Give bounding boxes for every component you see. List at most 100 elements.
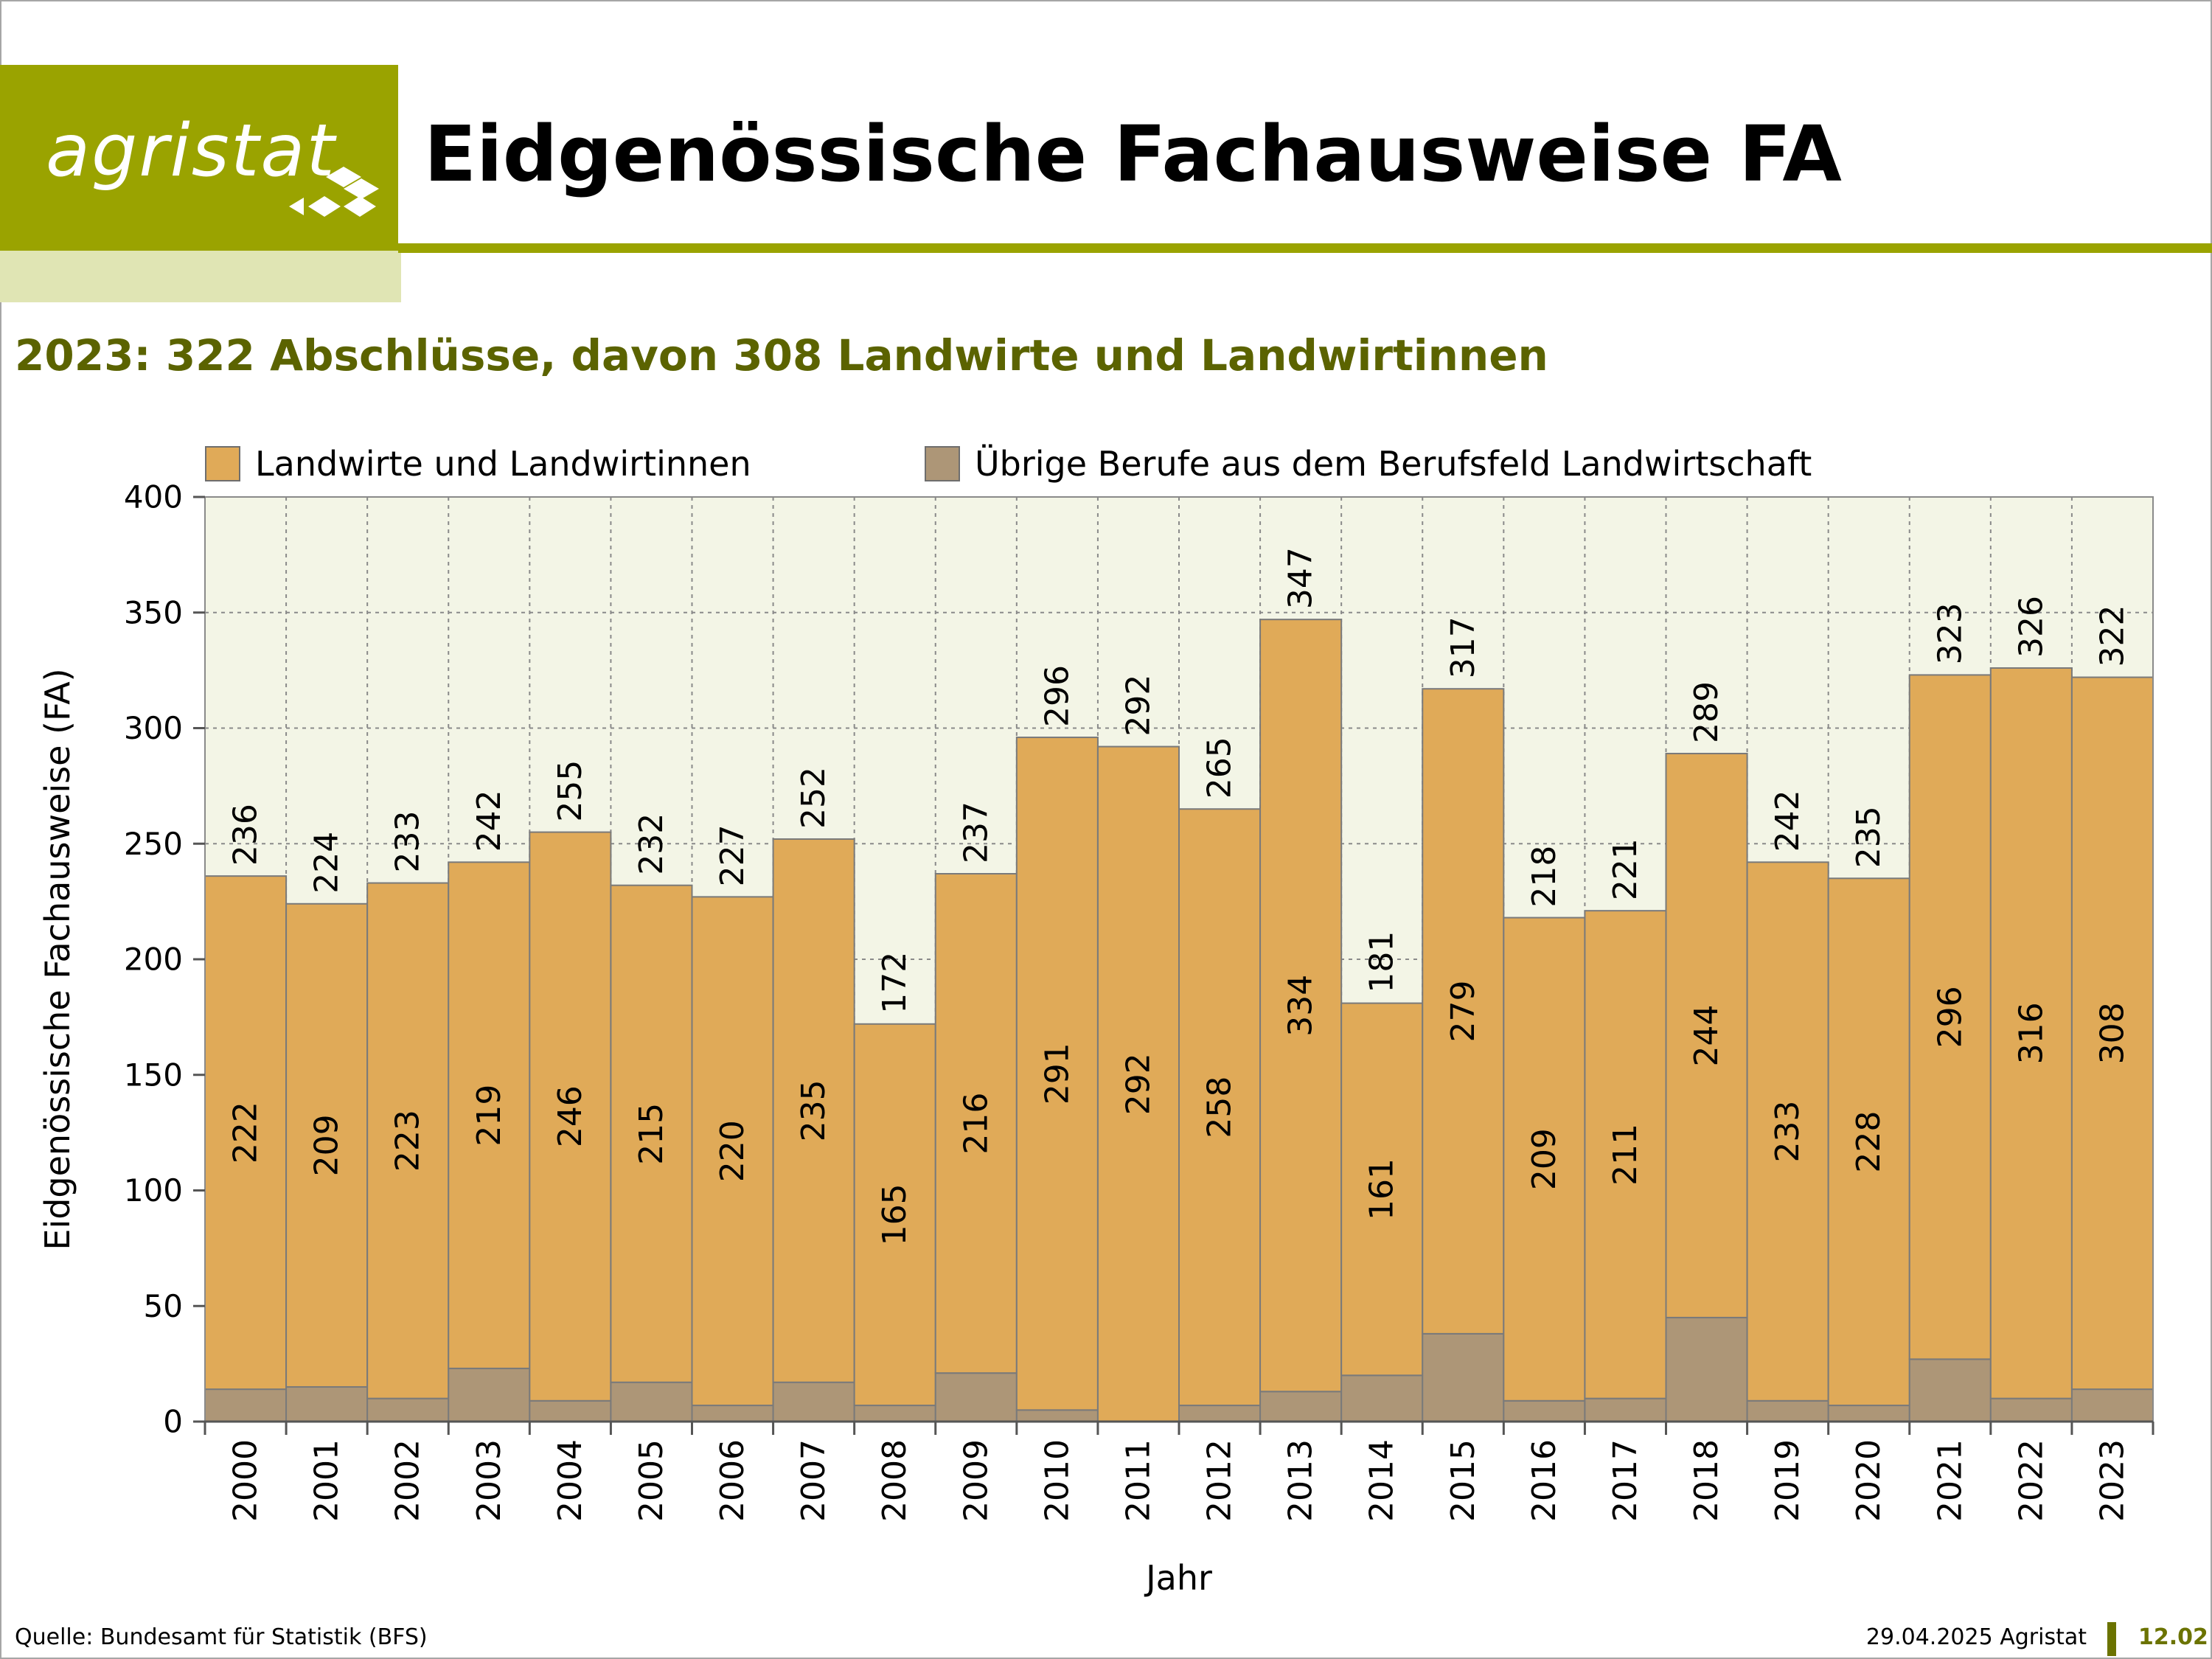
bar-uebrige-2008 [853, 1405, 936, 1423]
bar-landwirte-2007 [772, 838, 855, 1383]
data-label-total: 172 [876, 952, 914, 1014]
data-label-landwirte: 220 [714, 1120, 751, 1182]
bar-landwirte-2020 [1827, 877, 1910, 1407]
bar-uebrige-2022 [1989, 1397, 2073, 1423]
bar-landwirte-2019 [1746, 861, 1829, 1402]
data-label-landwirte: 292 [1119, 1053, 1157, 1115]
x-tick-label: 2019 [1769, 1439, 1806, 1522]
data-label-landwirte: 219 [470, 1085, 508, 1147]
data-label-landwirte: 209 [308, 1114, 346, 1176]
y-tick-label: 200 [124, 942, 183, 978]
y-tick-label: 50 [144, 1288, 183, 1324]
data-label-landwirte: 308 [2093, 1002, 2131, 1064]
bar-landwirte-2008 [853, 1023, 936, 1407]
data-label-landwirte: 223 [389, 1110, 427, 1172]
x-tick-label: 2020 [1850, 1439, 1888, 1522]
data-label-total: 323 [1931, 602, 1969, 664]
data-label-total: 221 [1607, 838, 1644, 900]
y-axis-title: Eidgenössische Fachausweise (FA) [38, 668, 77, 1250]
bar-uebrige-2003 [448, 1367, 531, 1423]
data-label-total: 232 [633, 813, 670, 875]
bar-uebrige-2016 [1503, 1399, 1586, 1423]
data-label-landwirte: 228 [1850, 1111, 1888, 1173]
data-label-total: 292 [1119, 675, 1157, 737]
x-tick-label: 2008 [876, 1439, 914, 1522]
data-label-total: 224 [308, 832, 346, 894]
data-label-landwirte: 246 [552, 1085, 589, 1147]
data-label-total: 233 [389, 811, 427, 873]
x-tick-label: 2015 [1444, 1439, 1482, 1522]
bar-uebrige-2023 [2070, 1388, 2154, 1422]
data-label-landwirte: 258 [1201, 1077, 1239, 1138]
x-axis-title: Jahr [1144, 1558, 1212, 1598]
bar-landwirte-2012 [1178, 808, 1262, 1407]
legend-uebrige-label: Übrige Berufe aus dem Berufsfeld Landwir… [975, 444, 1812, 484]
bar-uebrige-2009 [934, 1372, 1018, 1423]
data-label-landwirte: 296 [1931, 986, 1969, 1048]
bar-landwirte-2002 [366, 882, 450, 1399]
bar-landwirte-2015 [1422, 688, 1505, 1335]
bar-uebrige-2006 [691, 1405, 774, 1423]
bar-uebrige-2000 [204, 1388, 288, 1422]
bar-landwirte-2009 [934, 873, 1018, 1374]
data-label-total: 181 [1363, 931, 1401, 993]
bar-uebrige-2013 [1259, 1391, 1343, 1422]
page-title: Eidgenössische Fachausweise FA [424, 109, 1842, 199]
data-label-landwirte: 216 [957, 1093, 995, 1155]
x-tick-label: 2010 [1038, 1439, 1076, 1522]
data-label-total: 296 [1038, 665, 1076, 727]
bar-uebrige-2021 [1908, 1358, 1992, 1422]
x-tick-label: 2022 [2012, 1439, 2050, 1522]
x-tick-label: 2016 [1526, 1439, 1563, 1522]
data-label-landwirte: 233 [1769, 1101, 1806, 1163]
data-label-landwirte: 165 [876, 1183, 914, 1245]
page-number-bar [2107, 1622, 2116, 1656]
bar-uebrige-2005 [610, 1381, 693, 1422]
data-label-total: 236 [227, 804, 265, 866]
stacked-bar-chart: 2222362000209224200122323320022192422003… [38, 479, 2154, 1598]
data-label-total: 289 [1688, 681, 1725, 743]
bar-uebrige-2014 [1340, 1374, 1424, 1423]
x-tick-label: 2000 [227, 1439, 265, 1522]
bar-landwirte-2021 [1908, 674, 1992, 1360]
bar-uebrige-2012 [1178, 1405, 1262, 1423]
legend-uebrige-swatch [925, 446, 960, 481]
x-tick-label: 2003 [470, 1439, 508, 1522]
data-label-landwirte: 215 [633, 1103, 670, 1165]
bar-uebrige-2017 [1584, 1397, 1667, 1423]
x-tick-label: 2001 [308, 1439, 346, 1522]
data-label-landwirte: 209 [1526, 1128, 1563, 1190]
x-tick-label: 2014 [1363, 1439, 1401, 1522]
data-label-landwirte: 316 [2012, 1002, 2050, 1064]
bar-uebrige-2010 [1015, 1409, 1099, 1422]
x-tick-label: 2007 [795, 1439, 832, 1522]
bar-landwirte-2018 [1665, 752, 1748, 1318]
x-tick-label: 2013 [1282, 1439, 1320, 1522]
bar-landwirte-2017 [1584, 910, 1667, 1399]
data-label-landwirte: 222 [227, 1102, 265, 1164]
bar-uebrige-2001 [285, 1385, 369, 1422]
bar-uebrige-2020 [1827, 1405, 1910, 1423]
y-tick-label: 150 [124, 1057, 183, 1093]
legend-uebrige: Übrige Berufe aus dem Berufsfeld Landwir… [925, 444, 1812, 484]
legend-landwirte-swatch [205, 446, 240, 481]
chart-subtitle: 2023: 322 Abschlüsse, davon 308 Landwirt… [15, 330, 1548, 380]
bar-landwirte-2006 [691, 896, 774, 1407]
data-label-total: 326 [2012, 596, 2050, 658]
data-label-total: 317 [1444, 616, 1482, 678]
logo-underlay [0, 251, 401, 302]
bar-landwirte-2010 [1015, 737, 1099, 1411]
data-label-landwirte: 291 [1038, 1043, 1076, 1105]
data-label-total: 242 [470, 790, 508, 852]
footer-date: 29.04.2025 Agristat [1865, 1624, 2087, 1650]
bar-landwirte-2023 [2070, 676, 2154, 1391]
footer-source: Quelle: Bundesamt für Statistik (BFS) [15, 1624, 428, 1650]
x-tick-label: 2011 [1119, 1439, 1157, 1522]
logo-text: agristat [46, 109, 336, 193]
data-label-total: 235 [1850, 806, 1888, 868]
x-tick-label: 2017 [1607, 1439, 1644, 1522]
bar-landwirte-2022 [1989, 667, 2073, 1399]
header-rule [398, 243, 2212, 253]
bar-landwirte-2011 [1096, 745, 1180, 1422]
bar-landwirte-2003 [448, 861, 531, 1369]
